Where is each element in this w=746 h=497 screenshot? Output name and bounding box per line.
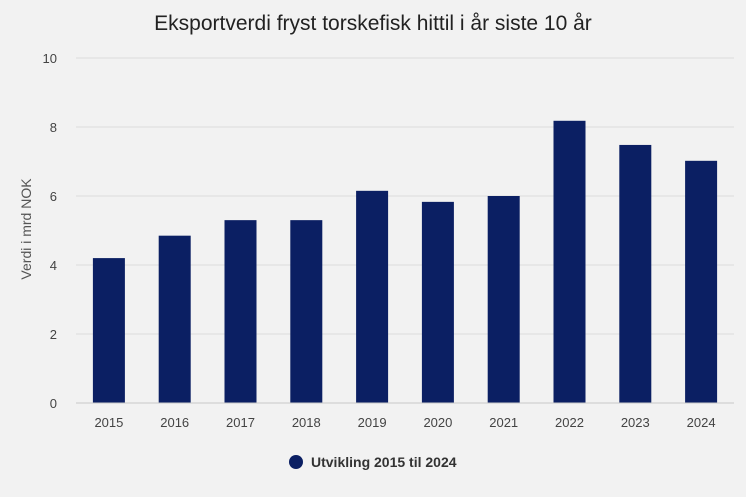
- bar-2021[interactable]: [487, 196, 520, 403]
- x-tick-label: 2021: [489, 415, 518, 430]
- bar-2015[interactable]: [92, 258, 125, 403]
- y-tick-label: 6: [50, 189, 57, 204]
- x-tick-label: 2023: [621, 415, 650, 430]
- chart-title: Eksportverdi fryst torskefisk hittil i å…: [154, 12, 592, 35]
- x-tick-label: 2022: [555, 415, 584, 430]
- bars: [92, 120, 718, 403]
- x-tick-label: 2020: [423, 415, 452, 430]
- bar-2020[interactable]: [421, 201, 454, 403]
- x-tick-label: 2016: [160, 415, 189, 430]
- x-tick-label: 2018: [292, 415, 321, 430]
- bar-2024[interactable]: [685, 160, 718, 403]
- x-tick-label: 2015: [94, 415, 123, 430]
- y-axis-title: Verdi i mrd NOK: [18, 178, 34, 280]
- legend-label: Utvikling 2015 til 2024: [311, 454, 457, 470]
- x-tick-label: 2017: [226, 415, 255, 430]
- legend[interactable]: Utvikling 2015 til 2024: [289, 454, 457, 470]
- y-tick-label: 10: [43, 51, 57, 66]
- y-tick-label: 2: [50, 327, 57, 342]
- y-tick-label: 8: [50, 120, 57, 135]
- bar-2019[interactable]: [356, 190, 389, 403]
- legend-marker-icon: [289, 455, 303, 469]
- bar-2023[interactable]: [619, 144, 652, 403]
- bar-2018[interactable]: [290, 220, 323, 403]
- bar-2017[interactable]: [224, 220, 257, 403]
- x-tick-labels: 2015 2016 2017 2018 2019 2020 2021 2022 2023 2024: [94, 415, 715, 430]
- bar-2016[interactable]: [158, 235, 191, 403]
- y-tick-labels: 0 2 4 6 8 10: [43, 51, 57, 411]
- y-tick-label: 0: [50, 396, 57, 411]
- x-tick-label: 2019: [358, 415, 387, 430]
- y-tick-label: 4: [50, 258, 57, 273]
- x-tick-label: 2024: [687, 415, 716, 430]
- bar-2022[interactable]: [553, 120, 586, 403]
